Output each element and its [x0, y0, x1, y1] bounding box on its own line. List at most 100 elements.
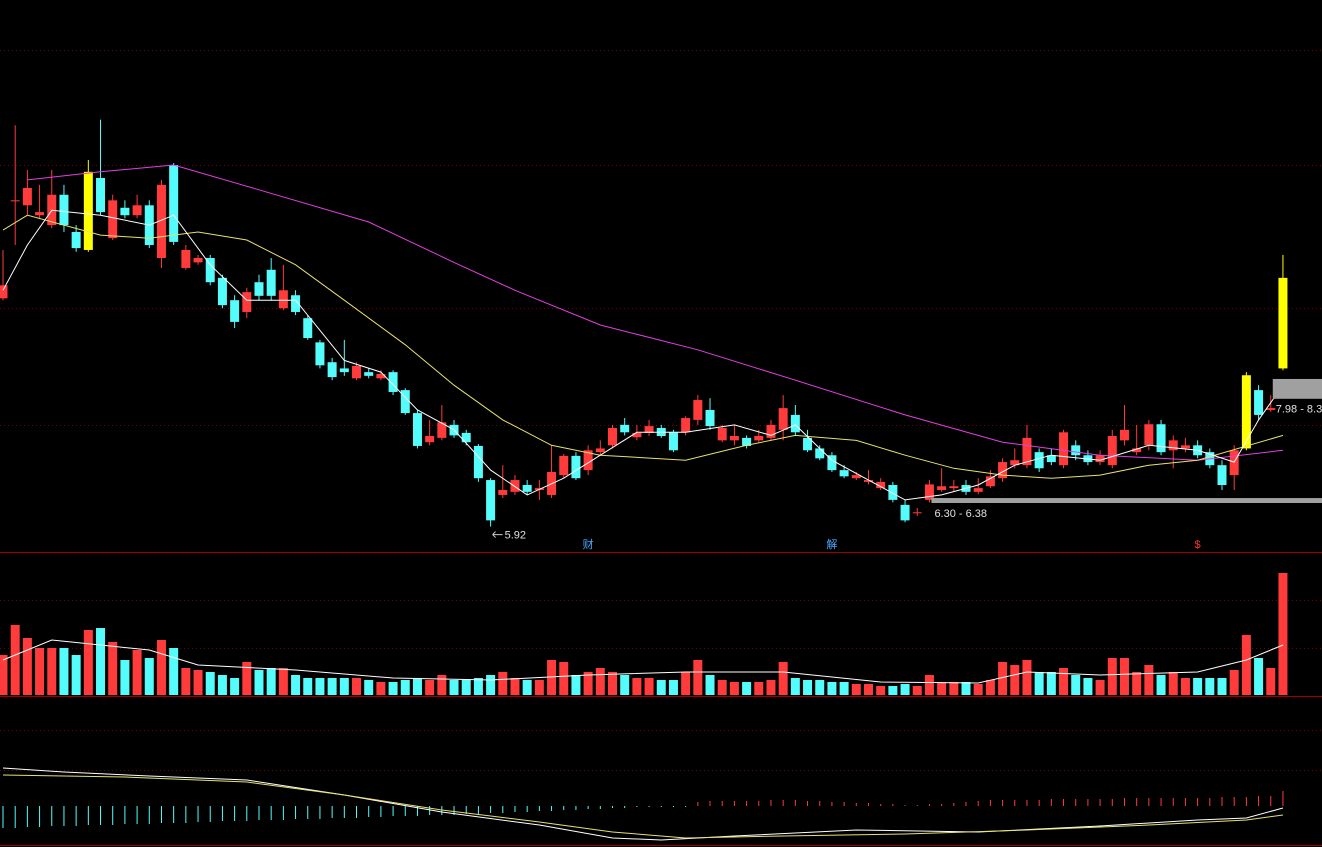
volume-bar	[608, 672, 617, 695]
candle-body	[315, 342, 325, 366]
candle-body	[1156, 424, 1166, 453]
volume-bar	[1083, 678, 1093, 695]
candle-body	[1059, 432, 1069, 466]
volume-bar	[851, 684, 861, 695]
candle-body	[364, 372, 374, 376]
candle-body	[973, 488, 983, 492]
volume-bar	[364, 680, 374, 695]
volume-bar	[412, 678, 422, 695]
low-annotation: 5.92	[505, 529, 526, 541]
volume-bar	[0, 655, 8, 695]
candle-body	[1107, 436, 1117, 466]
candle-body	[230, 300, 240, 322]
candle-body	[583, 450, 593, 471]
candle-body	[924, 484, 934, 500]
volume-bar	[693, 660, 703, 695]
volume-bar	[961, 682, 971, 695]
volume-bar	[278, 668, 288, 695]
candle-body	[96, 178, 106, 213]
volume-bar	[352, 678, 362, 695]
volume-bar	[729, 682, 739, 695]
volume-bar	[644, 678, 654, 695]
volume-bar	[998, 662, 1008, 695]
candle-body	[35, 212, 45, 216]
candle-body	[863, 480, 873, 482]
volume-bar	[96, 628, 106, 695]
candle-body	[156, 184, 166, 259]
moving-average-line	[27, 164, 1284, 461]
candle-body	[900, 504, 910, 521]
candle-body	[278, 290, 288, 309]
candle-body	[1046, 455, 1056, 463]
candle-body	[132, 205, 142, 216]
volume-bar	[1144, 665, 1154, 695]
volume-bar	[169, 648, 179, 695]
volume-bar	[510, 678, 520, 695]
candle-body	[376, 373, 386, 379]
candle-body	[254, 282, 264, 296]
candle-body	[693, 400, 703, 420]
volume-bar	[1034, 672, 1044, 695]
volume-bar	[827, 682, 837, 695]
candle-body	[595, 448, 605, 453]
volume-bar	[1241, 635, 1251, 695]
volume-bar	[949, 682, 959, 695]
candle-body	[1266, 408, 1276, 410]
volume-bar	[400, 680, 410, 695]
candle-body	[876, 481, 886, 489]
candle-body	[0, 285, 8, 299]
candle-body	[400, 390, 410, 414]
volume-bar	[266, 668, 276, 695]
candle-body	[120, 207, 130, 216]
candle-body	[815, 448, 825, 459]
candle-body	[1132, 448, 1142, 453]
volume-bar	[181, 668, 191, 695]
event-marker: $	[1195, 539, 1201, 551]
candle-body	[217, 277, 227, 306]
volume-bar	[1168, 672, 1178, 695]
volume-bar	[437, 675, 447, 695]
candle-body	[108, 200, 118, 239]
volume-bar	[327, 678, 337, 695]
volume-bar	[10, 625, 20, 695]
volume-bar	[912, 686, 922, 695]
volume-bar	[1180, 678, 1190, 695]
volume-bar	[778, 662, 788, 695]
volume-bar	[583, 672, 593, 695]
volume-bar	[937, 682, 947, 695]
candle-body	[510, 480, 520, 492]
volume-bar	[242, 662, 252, 695]
candle-body	[266, 269, 276, 296]
candle-body	[839, 470, 849, 477]
candle-body	[778, 408, 788, 430]
candle-body	[1144, 424, 1154, 446]
volume-bar	[22, 638, 32, 695]
candle-body	[729, 436, 739, 441]
candle-body	[242, 292, 252, 312]
candle-body	[498, 489, 508, 495]
volume-bar	[193, 670, 203, 695]
candle-body	[437, 422, 447, 438]
candle-body	[473, 445, 483, 479]
volume-bar	[595, 668, 605, 695]
volume-bar	[303, 678, 313, 695]
candle-body	[425, 436, 435, 443]
candle-body	[71, 231, 81, 249]
volume-bar	[1095, 680, 1105, 695]
volume-bar	[1010, 665, 1020, 695]
volume-bar	[790, 678, 800, 695]
dea-line	[2, 774, 1284, 839]
volume-bar	[449, 680, 459, 695]
moving-average-line	[2, 209, 1284, 501]
candle-body	[681, 418, 691, 433]
candle-body	[766, 424, 776, 438]
volume-bar	[803, 680, 813, 695]
volume-bar	[717, 680, 727, 695]
candle-body	[1119, 429, 1129, 441]
volume-bar	[705, 675, 715, 695]
volume-bar	[1107, 658, 1117, 695]
candle-body	[412, 413, 422, 446]
volume-bar	[571, 675, 581, 695]
